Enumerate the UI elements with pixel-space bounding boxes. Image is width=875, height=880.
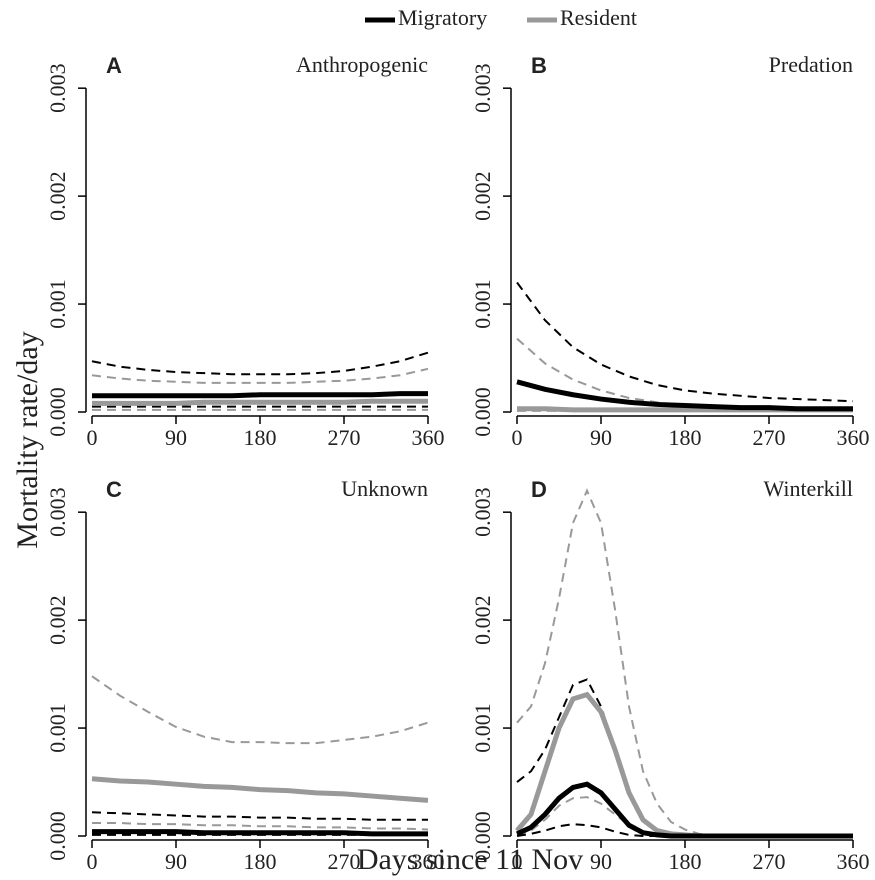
y-tick-label: 0.003: [45, 487, 70, 537]
x-tick-label: 270: [328, 849, 361, 874]
y-tick-label: 0.000: [45, 387, 70, 437]
x-tick-label: 270: [753, 425, 786, 450]
y-axis-label: Mortality rate/day: [11, 331, 44, 548]
panel-title: Winterkill: [763, 476, 853, 501]
panel-title: Predation: [769, 52, 853, 77]
y-tick-label: 0.002: [470, 171, 495, 221]
x-tick-label: 180: [244, 425, 277, 450]
y-tick-label: 0.002: [45, 171, 70, 221]
panel-letter: C: [106, 477, 122, 502]
y-tick-label: 0.001: [470, 703, 495, 753]
panel-title: Anthropogenic: [296, 52, 428, 77]
y-tick-label: 0.001: [470, 279, 495, 329]
series-line: [92, 398, 428, 406]
y-tick-label: 0.001: [45, 703, 70, 753]
confidence-line: [91, 675, 429, 745]
x-tick-label: 270: [328, 425, 361, 450]
confidence-line: [516, 281, 854, 403]
series-line: [92, 391, 428, 399]
legend-label: Resident: [560, 5, 637, 30]
legend-label: Migratory: [398, 5, 487, 30]
confidence-line: [516, 678, 853, 837]
panel-letter: B: [531, 53, 547, 78]
panel-title: Unknown: [341, 476, 428, 501]
x-tick-label: 0: [87, 849, 98, 874]
x-tick-label: 0: [512, 425, 523, 450]
series-line: [516, 379, 853, 412]
x-tick-label: 360: [412, 849, 445, 874]
x-tick-label: 180: [669, 849, 702, 874]
confidence-line: [91, 367, 429, 384]
x-tick-label: 360: [837, 425, 870, 450]
y-tick-label: 0.002: [45, 595, 70, 645]
x-tick-label: 180: [669, 425, 702, 450]
y-tick-label: 0.001: [45, 279, 70, 329]
y-tick-label: 0.003: [45, 63, 70, 113]
y-tick-label: 0.000: [470, 811, 495, 861]
confidence-line: [516, 488, 853, 837]
confidence-line: [91, 351, 429, 376]
x-tick-label: 180: [244, 849, 277, 874]
confidence-line: [92, 822, 429, 831]
x-tick-label: 0: [87, 425, 98, 450]
x-tick-label: 90: [165, 849, 187, 874]
confidence-line: [516, 337, 853, 410]
confidence-line: [91, 811, 428, 821]
x-tick-label: 90: [165, 425, 187, 450]
x-tick-label: 360: [837, 849, 870, 874]
x-axis-label: Days since 11 Nov: [357, 843, 583, 876]
y-tick-label: 0.003: [470, 63, 495, 113]
series-line: [91, 776, 429, 803]
y-tick-label: 0.000: [45, 811, 70, 861]
x-tick-label: 90: [590, 849, 612, 874]
y-tick-label: 0.000: [470, 387, 495, 437]
y-tick-label: 0.003: [470, 487, 495, 537]
x-tick-label: 0: [512, 849, 523, 874]
series-line: [515, 691, 853, 839]
y-tick-label: 0.002: [470, 595, 495, 645]
panel-letter: D: [531, 477, 547, 502]
series-line: [92, 829, 428, 837]
panel-letter: A: [106, 53, 122, 78]
x-tick-label: 360: [412, 425, 445, 450]
x-tick-label: 270: [753, 849, 786, 874]
x-tick-label: 90: [590, 425, 612, 450]
series-line: [515, 781, 853, 839]
